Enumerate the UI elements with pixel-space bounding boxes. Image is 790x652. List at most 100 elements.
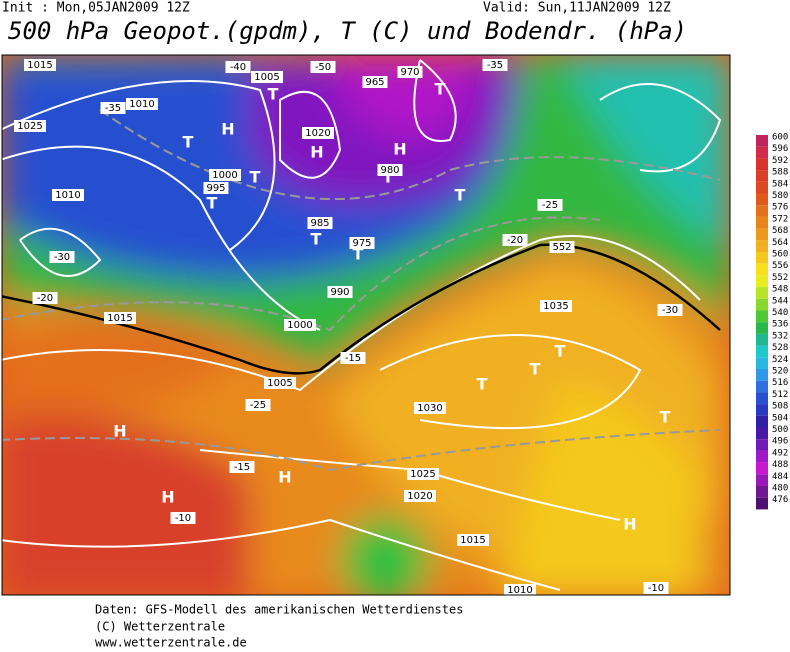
pressure-center: T — [660, 408, 671, 427]
label-box — [502, 234, 528, 246]
pressure-center: T — [435, 80, 446, 99]
contour-label: 1025 — [410, 469, 435, 480]
label-box — [537, 199, 563, 211]
552-line — [2, 243, 721, 375]
label-box — [482, 59, 508, 71]
label-box — [170, 512, 196, 524]
pressure-center: H — [278, 468, 291, 487]
pressure-center: H — [310, 143, 323, 162]
colorbar-label: 576 — [772, 203, 788, 213]
label-box — [340, 352, 366, 364]
colorbar-swatch — [756, 369, 768, 381]
label-box — [251, 71, 283, 83]
label-box — [377, 164, 403, 176]
colorbar-label: 484 — [772, 472, 788, 482]
colorbar-swatch — [756, 240, 768, 252]
contour-label: 995 — [206, 183, 225, 194]
label-box — [457, 534, 489, 546]
pressure-center: H — [113, 422, 126, 441]
label-box — [229, 461, 255, 473]
contour-label: 1015 — [460, 535, 485, 546]
colorbar-swatch — [756, 345, 768, 358]
contour-label: 1020 — [305, 128, 330, 139]
colorbar-swatch — [756, 462, 768, 475]
contour-label: 1010 — [129, 99, 154, 110]
colorbar-swatch — [756, 252, 768, 264]
contour-label: -25 — [542, 200, 558, 211]
label-box — [549, 241, 575, 253]
label-box — [414, 402, 446, 414]
colorbar-label: 556 — [772, 261, 788, 271]
colorbar-swatch — [756, 497, 768, 510]
pressure-center: H — [623, 515, 636, 534]
contour-label: 1005 — [254, 72, 279, 83]
contour-label: 970 — [400, 67, 419, 78]
contour-label: -20 — [37, 293, 53, 304]
label-box — [100, 102, 126, 114]
contour-label: 1015 — [107, 313, 132, 324]
label-box — [540, 300, 572, 312]
pressure-center: T — [311, 230, 322, 249]
label-box — [404, 490, 436, 502]
contour-label: 1000 — [287, 320, 312, 331]
colorbar-swatch — [756, 322, 768, 334]
pressure-center: T — [555, 342, 566, 361]
pressure-center: H — [221, 120, 234, 139]
contour-label: 1005 — [267, 378, 292, 389]
colorbar-label: 496 — [772, 437, 788, 447]
footer-line: Daten: GFS-Modell des amerikanischen Wet… — [95, 603, 463, 617]
colorbar-swatch — [756, 415, 768, 428]
colorbar-label: 540 — [772, 308, 788, 318]
label-box — [307, 217, 333, 229]
colorbar-label: 572 — [772, 214, 788, 224]
label-box — [126, 98, 158, 110]
contour-label: -50 — [315, 62, 331, 73]
pressure-center: T — [477, 375, 488, 394]
contour-label: 965 — [365, 77, 384, 88]
contour-label: 1010 — [55, 190, 80, 201]
pressure-center: T — [250, 168, 261, 187]
label-box — [302, 127, 334, 139]
colorbar-swatch — [756, 275, 768, 288]
colorbar-label: 544 — [772, 296, 788, 306]
contour-label: 1010 — [507, 585, 532, 596]
footer-line: (C) Wetterzentrale — [95, 620, 225, 634]
colorbar-label: 500 — [772, 425, 788, 435]
pressure-center: T — [353, 245, 364, 264]
colorbar-label: 584 — [772, 179, 788, 189]
colorbar-label: 548 — [772, 285, 788, 295]
colorbar-swatch — [756, 310, 768, 323]
contour-label: -35 — [105, 103, 121, 114]
pressure-center: T — [455, 186, 466, 205]
title: 500 hPa Geopot.(gpdm), T (C) und Bodendr… — [8, 17, 687, 45]
colorbar-swatch — [756, 193, 768, 206]
valid-text: Valid: Sun,11JAN2009 12Z — [483, 1, 671, 16]
init-text: Init : Mon,05JAN2009 12Z — [2, 1, 190, 16]
pressure-center: T — [530, 360, 541, 379]
fields — [2, 55, 730, 595]
label-box — [397, 66, 423, 78]
footer-line: www.wetterzentrale.de — [95, 636, 247, 649]
label-box — [24, 59, 56, 71]
label-box — [504, 584, 536, 595]
colorbar-label: 516 — [772, 378, 788, 388]
label-box — [14, 120, 46, 132]
colorbar-swatch — [756, 287, 768, 299]
contour-label: -10 — [648, 583, 664, 594]
colorbar-swatch — [756, 450, 768, 463]
contour-label: 990 — [330, 287, 349, 298]
pressure-center: H — [393, 140, 406, 159]
label-box — [245, 399, 271, 411]
contour-label: 1035 — [543, 301, 568, 312]
colorbar-swatch — [756, 357, 768, 369]
label-box — [264, 377, 296, 389]
label-box — [32, 292, 58, 304]
colorbar-label: 492 — [772, 448, 788, 458]
colorbar-swatch — [756, 474, 768, 486]
pressure-center: T — [183, 133, 194, 152]
colorbar-swatch — [756, 392, 768, 405]
label-box — [52, 189, 84, 201]
colorbar-swatch — [756, 380, 768, 393]
label-box — [327, 286, 353, 298]
